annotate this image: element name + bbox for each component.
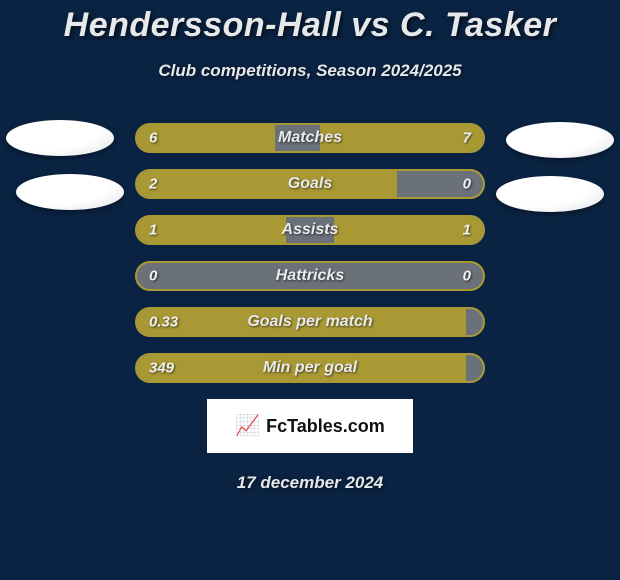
bar-fill-left	[137, 171, 397, 197]
date-text: 17 december 2024	[0, 473, 620, 493]
bar-value-right: 0	[463, 268, 471, 285]
stat-bar: 0 0Hattricks	[135, 261, 485, 291]
stat-bar: 0.33Goals per match	[135, 307, 485, 337]
stat-bar: 20Goals	[135, 169, 485, 199]
page-subtitle: Club competitions, Season 2024/2025	[0, 61, 620, 81]
player-right-avatar-1	[506, 122, 614, 158]
stat-bar: 349Min per goal	[135, 353, 485, 383]
bar-fill-right	[320, 125, 483, 151]
bar-fill-right	[334, 217, 483, 243]
brand-text: FcTables.com	[266, 416, 385, 437]
bar-fill-left	[137, 355, 466, 381]
brand-badge: 📈 FcTables.com	[207, 399, 413, 453]
bar-fill-left	[137, 217, 286, 243]
stat-bar: 67Matches	[135, 123, 485, 153]
chart-icon: 📈	[235, 416, 260, 436]
page-title: Hendersson-Hall vs C. Tasker	[0, 0, 620, 45]
bar-value-left: 0	[149, 268, 157, 285]
bar-fill-left	[137, 125, 275, 151]
bar-fill-left	[137, 309, 466, 335]
stat-bar: 11Assists	[135, 215, 485, 245]
player-right-avatar-2	[496, 176, 604, 212]
bar-label: Hattricks	[137, 267, 483, 285]
player-left-avatar-2	[16, 174, 124, 210]
player-left-avatar-1	[6, 120, 114, 156]
stat-bars: 67Matches20Goals11Assists00Hattricks0.33…	[135, 123, 485, 383]
bar-value-right: 0	[463, 176, 471, 193]
